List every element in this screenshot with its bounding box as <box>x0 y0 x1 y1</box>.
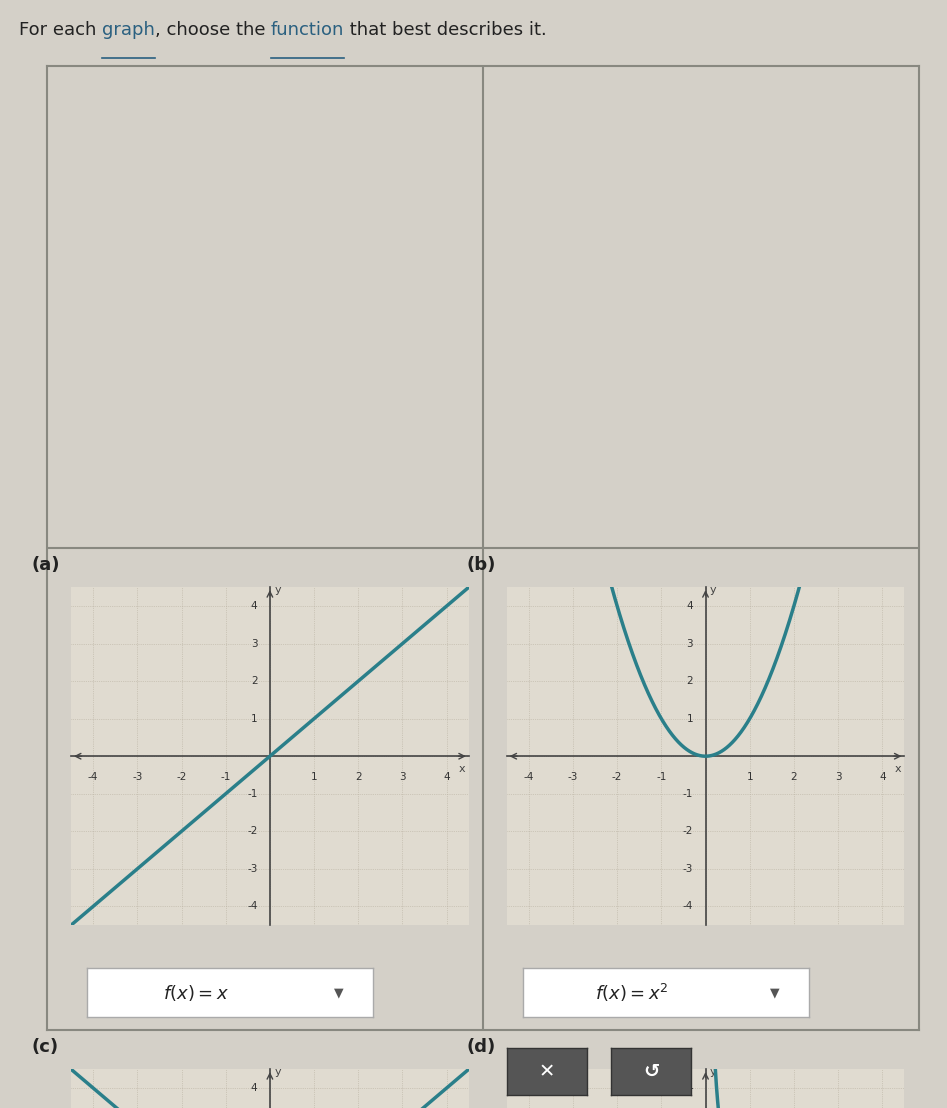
Text: (b): (b) <box>467 556 496 574</box>
Text: -2: -2 <box>683 827 693 837</box>
Text: -3: -3 <box>683 864 693 874</box>
Text: (a): (a) <box>31 556 60 574</box>
Text: 4: 4 <box>687 1083 693 1092</box>
Text: -3: -3 <box>247 864 258 874</box>
Text: function: function <box>271 21 345 39</box>
Text: ▼: ▼ <box>770 986 779 999</box>
Text: -2: -2 <box>247 827 258 837</box>
Text: that best describes it.: that best describes it. <box>345 21 547 39</box>
Text: -1: -1 <box>247 789 258 799</box>
Text: -4: -4 <box>88 772 98 782</box>
Text: 3: 3 <box>835 772 841 782</box>
Text: x: x <box>895 765 901 774</box>
Text: 4: 4 <box>879 772 885 782</box>
Text: (c): (c) <box>31 1038 59 1056</box>
Text: x: x <box>459 765 465 774</box>
Text: -1: -1 <box>683 789 693 799</box>
Text: $f(x) = x$: $f(x) = x$ <box>163 983 229 1003</box>
Text: 2: 2 <box>355 772 362 782</box>
Text: -1: -1 <box>221 772 231 782</box>
Text: -2: -2 <box>612 772 622 782</box>
Text: 3: 3 <box>400 772 405 782</box>
Text: y: y <box>710 585 717 595</box>
Text: ↺: ↺ <box>643 1061 659 1081</box>
Text: -4: -4 <box>524 772 534 782</box>
Text: ▼: ▼ <box>334 986 344 999</box>
Text: 1: 1 <box>746 772 753 782</box>
Text: graph: graph <box>102 21 154 39</box>
Text: (d): (d) <box>467 1038 496 1056</box>
Text: $f(x) = x^2$: $f(x) = x^2$ <box>595 982 668 1004</box>
Text: , choose the: , choose the <box>154 21 271 39</box>
Text: -4: -4 <box>683 902 693 912</box>
Text: y: y <box>275 585 281 595</box>
Text: 2: 2 <box>791 772 797 782</box>
Text: 3: 3 <box>687 638 693 648</box>
Text: 3: 3 <box>251 638 258 648</box>
Text: 1: 1 <box>311 772 317 782</box>
Text: ✕: ✕ <box>539 1061 555 1081</box>
Text: 2: 2 <box>251 676 258 686</box>
Text: 4: 4 <box>443 772 450 782</box>
Text: -3: -3 <box>133 772 142 782</box>
Text: -3: -3 <box>568 772 578 782</box>
Text: 4: 4 <box>687 601 693 611</box>
Text: y: y <box>710 1067 717 1077</box>
Text: 4: 4 <box>251 601 258 611</box>
Text: For each: For each <box>19 21 102 39</box>
Text: 1: 1 <box>687 714 693 724</box>
Text: y: y <box>275 1067 281 1077</box>
Text: -2: -2 <box>176 772 187 782</box>
Text: -1: -1 <box>656 772 667 782</box>
Text: 1: 1 <box>251 714 258 724</box>
Text: -4: -4 <box>247 902 258 912</box>
Text: 2: 2 <box>687 676 693 686</box>
Text: 4: 4 <box>251 1083 258 1092</box>
